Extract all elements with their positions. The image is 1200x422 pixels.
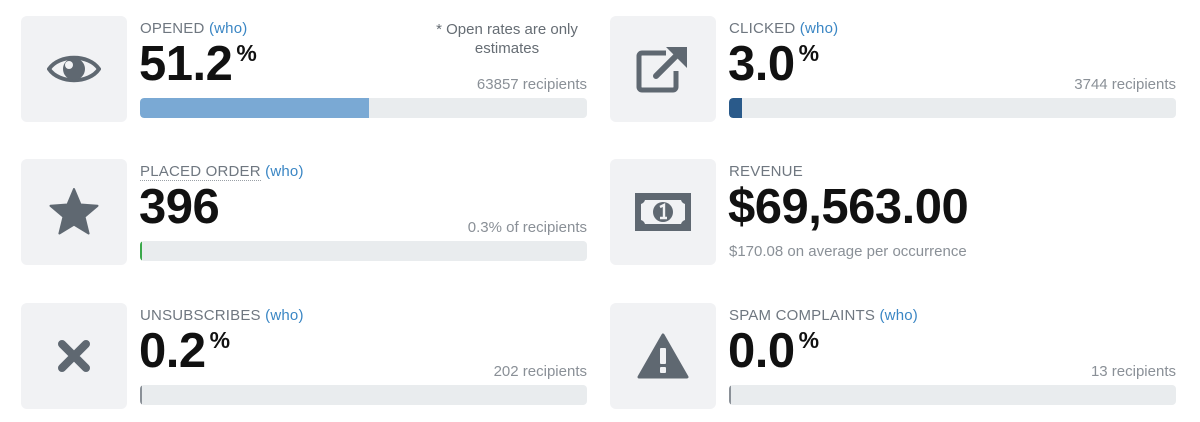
opened-progress-bar	[140, 98, 587, 118]
warning-icon	[637, 333, 689, 379]
clicked-progress-fill	[729, 98, 743, 118]
spam-value-number: 0.0	[728, 324, 795, 378]
unsubscribes-unit: %	[209, 327, 231, 353]
unsubscribes-icon-tile	[21, 303, 127, 409]
open-rate-note: * Open rates are only estimates	[436, 21, 578, 57]
clicked-progress-bar	[729, 98, 1176, 118]
stat-card-unsubscribes: UNSUBSCRIBES (who) 0.2% 202 recipients	[21, 303, 587, 409]
placed-order-progress-bar	[140, 241, 587, 261]
opened-value: 51.2%	[139, 40, 257, 89]
clicked-icon-tile	[610, 16, 716, 122]
spam-label-text: SPAM COMPLAINTS	[729, 307, 876, 324]
stat-card-spam-complaints: SPAM COMPLAINTS (who) 0.0% 13 recipients	[610, 303, 1176, 409]
unsubscribes-label-text: UNSUBSCRIBES	[140, 307, 261, 324]
star-icon	[49, 188, 99, 236]
spam-progress-fill	[729, 385, 731, 405]
opened-value-number: 51.2	[139, 37, 233, 91]
revenue-average: $170.08 on average per occurrence	[729, 243, 967, 260]
revenue-label-text: REVENUE	[729, 163, 803, 180]
unsubscribes-recipients: 202 recipients	[493, 363, 587, 380]
placed-order-percent: 0.3% of recipients	[467, 219, 587, 236]
revenue-icon-tile	[610, 159, 716, 265]
clicked-label-text: CLICKED	[729, 20, 796, 37]
spam-progress-bar	[729, 385, 1176, 405]
unsubscribes-progress-bar	[140, 385, 587, 405]
placed-order-content: PLACED ORDER (who) 396 0.3% of recipient…	[139, 159, 587, 265]
placed-order-value: 396	[139, 180, 220, 234]
spam-who-link[interactable]: (who)	[879, 307, 918, 324]
revenue-value: $69,563.00	[728, 180, 969, 234]
unsubscribes-who-link[interactable]: (who)	[265, 307, 304, 324]
placed-order-icon-tile	[21, 159, 127, 265]
revenue-label: REVENUE	[729, 163, 803, 180]
money-bill-icon	[634, 192, 692, 232]
spam-content: SPAM COMPLAINTS (who) 0.0% 13 recipients	[728, 303, 1176, 409]
placed-order-who-link[interactable]: (who)	[265, 163, 304, 180]
opened-recipients: 63857 recipients	[476, 76, 587, 93]
unsubscribes-value: 0.2%	[139, 327, 230, 376]
opened-label-text: OPENED	[140, 20, 205, 37]
clicked-recipients: 3744 recipients	[1074, 76, 1176, 93]
unsubscribes-content: UNSUBSCRIBES (who) 0.2% 202 recipients	[139, 303, 587, 409]
clicked-content: CLICKED (who) 3.0% 3744 recipients	[728, 16, 1176, 122]
opened-progress-fill	[140, 98, 369, 118]
revenue-content: REVENUE $69,563.00 $170.08 on average pe…	[728, 159, 1176, 265]
clicked-value-number: 3.0	[728, 37, 795, 91]
unsubscribes-value-number: 0.2	[139, 324, 206, 378]
stat-card-revenue: REVENUE $69,563.00 $170.08 on average pe…	[610, 159, 1176, 265]
clicked-who-link[interactable]: (who)	[799, 20, 839, 37]
external-link-icon	[636, 45, 690, 93]
clicked-value: 3.0%	[728, 40, 819, 89]
spam-recipients: 13 recipients	[1090, 363, 1176, 380]
placed-order-progress-fill	[140, 241, 142, 261]
opened-icon-tile	[21, 16, 127, 122]
unsubscribes-progress-fill	[140, 385, 142, 405]
placed-order-label-text[interactable]: PLACED ORDER	[140, 163, 261, 181]
stat-card-clicked: CLICKED (who) 3.0% 3744 recipients	[610, 16, 1176, 122]
placed-order-label: PLACED ORDER (who)	[140, 163, 304, 181]
spam-unit: %	[798, 327, 820, 353]
x-icon	[56, 338, 92, 374]
unsubscribes-label: UNSUBSCRIBES (who)	[140, 307, 304, 324]
spam-icon-tile	[610, 303, 716, 409]
clicked-label: CLICKED (who)	[729, 20, 838, 37]
stat-card-placed-order: PLACED ORDER (who) 396 0.3% of recipient…	[21, 159, 587, 265]
opened-who-link[interactable]: (who)	[208, 20, 248, 37]
opened-unit: %	[236, 40, 257, 66]
opened-content: OPENED (who) * Open rates are only estim…	[139, 16, 587, 122]
spam-label: SPAM COMPLAINTS (who)	[729, 307, 918, 324]
stat-card-opened: OPENED (who) * Open rates are only estim…	[21, 16, 587, 122]
opened-label: OPENED (who)	[140, 20, 247, 37]
clicked-unit: %	[798, 40, 820, 66]
spam-value: 0.0%	[728, 327, 819, 376]
eye-icon	[47, 52, 101, 86]
